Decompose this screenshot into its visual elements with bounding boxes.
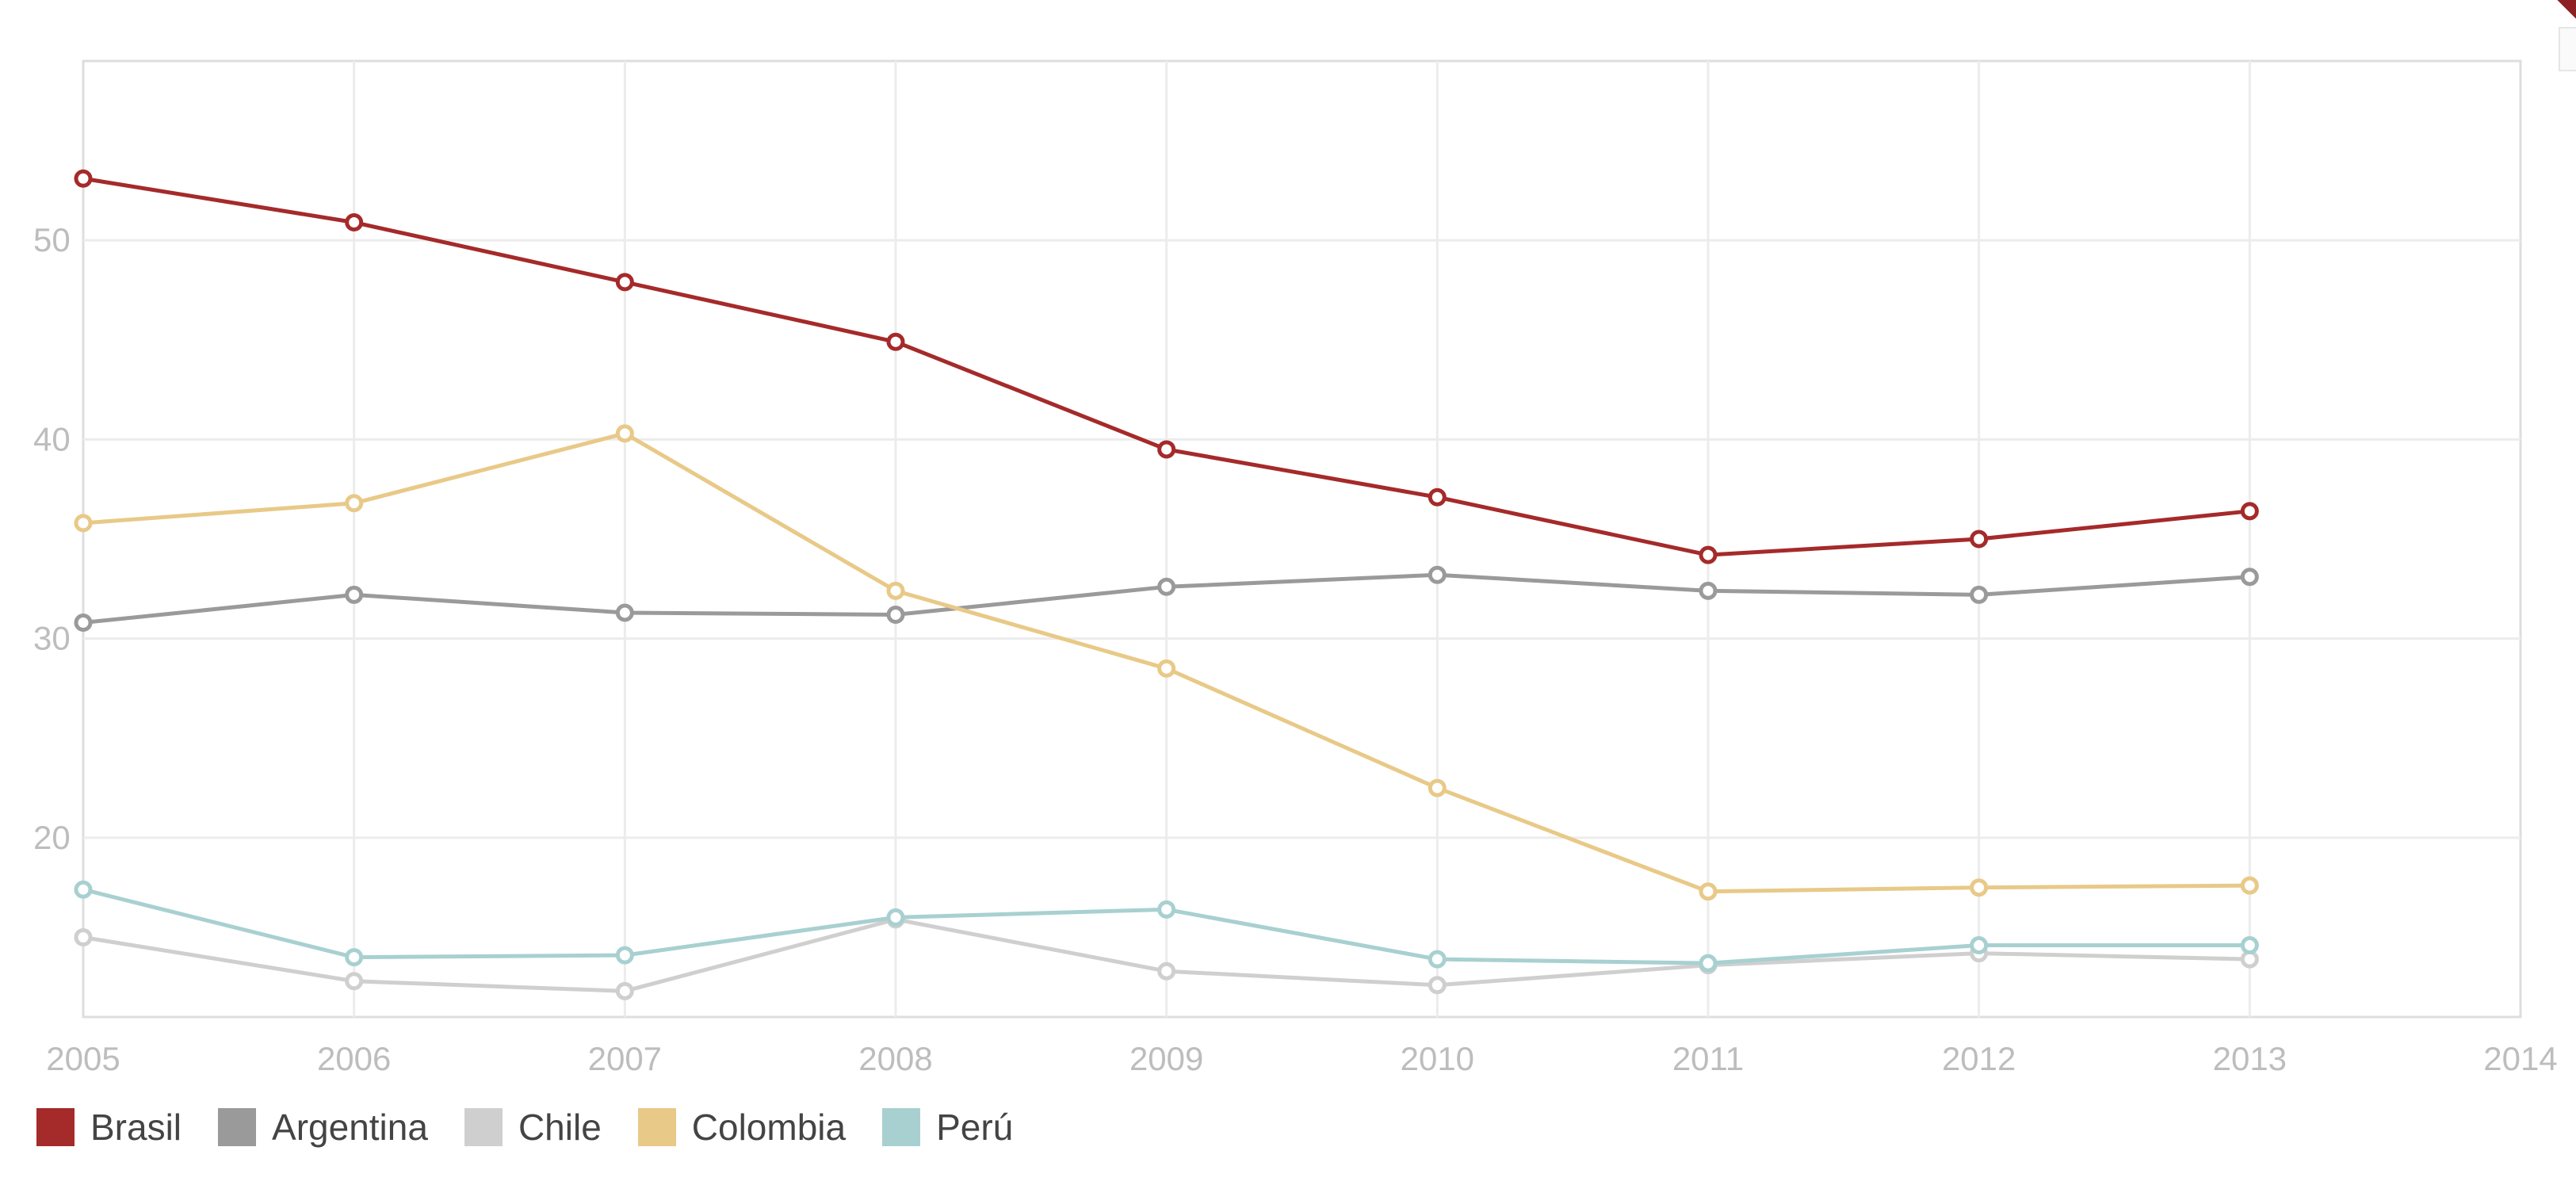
plot-area [82,59,2522,1019]
data-point-argentina-2008[interactable] [886,605,905,624]
series-colombia [74,424,2259,901]
data-point-colombia-2013[interactable] [2240,876,2259,895]
data-point-colombia-2008[interactable] [886,581,905,600]
data-point-per-2005[interactable] [74,880,93,899]
data-point-per-2010[interactable] [1428,950,1447,969]
data-point-per-2006[interactable] [345,948,364,967]
data-point-argentina-2006[interactable] [345,585,364,604]
export-tab[interactable] [2559,27,2576,71]
legend-label-peru: Perú [936,1107,1014,1148]
y-tick-label: 50 [33,221,71,258]
x-tick-label: 2008 [858,1040,932,1077]
data-point-brasil-2008[interactable] [886,332,905,351]
legend-item-argentina[interactable]: Argentina [218,1106,428,1149]
x-tick-label: 2006 [317,1040,391,1077]
data-point-colombia-2010[interactable] [1428,778,1447,797]
data-point-brasil-2013[interactable] [2240,502,2259,521]
data-point-per-2011[interactable] [1699,954,1718,973]
series-argentina [74,565,2259,633]
data-point-argentina-2013[interactable] [2240,568,2259,587]
x-tick-label: 2012 [1942,1040,2016,1077]
legend-item-brasil[interactable]: Brasil [36,1106,182,1149]
data-point-argentina-2012[interactable] [1970,585,1989,604]
legend-swatch-peru [882,1108,921,1146]
data-point-brasil-2011[interactable] [1699,545,1718,564]
data-point-colombia-2007[interactable] [615,424,634,443]
data-point-colombia-2012[interactable] [1970,878,1989,897]
legend-label-colombia: Colombia [691,1107,847,1148]
legend-item-peru[interactable]: Perú [882,1106,1013,1149]
data-point-per-2013[interactable] [2240,936,2259,955]
data-point-chile-2009[interactable] [1157,962,1176,981]
series-layer [74,169,2259,1000]
data-point-chile-2006[interactable] [345,972,364,991]
data-point-argentina-2007[interactable] [615,603,634,622]
y-tick-label: 40 [33,420,71,457]
data-point-brasil-2007[interactable] [615,273,634,292]
legend-swatch-brasil [36,1108,75,1146]
data-point-brasil-2006[interactable] [345,213,364,232]
data-point-brasil-2009[interactable] [1157,440,1176,459]
data-point-colombia-2011[interactable] [1699,882,1718,901]
legend-swatch-argentina [218,1108,257,1146]
data-point-chile-2005[interactable] [74,928,93,946]
data-point-chile-2010[interactable] [1428,976,1447,995]
y-tick-label: 20 [33,819,71,856]
data-point-colombia-2005[interactable] [74,514,93,533]
data-point-per-2007[interactable] [615,946,634,965]
axis-layer: 2005 2006 2007 2008 2009 2010 2011 2012 2013 2014… [33,221,2558,1077]
x-tick-label: 2013 [2213,1040,2287,1077]
x-tick-label: 2014 [2483,1040,2557,1077]
data-point-argentina-2011[interactable] [1699,581,1718,600]
legend-swatch-chile [464,1108,503,1146]
data-point-chile-2007[interactable] [615,981,634,1000]
series-per [74,880,2259,973]
legend-label-brasil: Brasil [90,1107,182,1148]
grid-layer [83,61,2521,1017]
data-point-argentina-2010[interactable] [1428,565,1447,584]
x-tick-label: 2007 [588,1040,662,1077]
legend: Brasil Argentina Chile Colombia Perú [36,1102,1013,1153]
series-brasil [74,169,2259,564]
legend-swatch-colombia [637,1108,676,1146]
data-point-brasil-2005[interactable] [74,169,93,188]
y-tick-label: 30 [33,620,71,657]
x-tick-label: 2005 [46,1040,120,1077]
data-point-per-2012[interactable] [1970,936,1989,955]
x-tick-label: 2011 [1672,1040,1744,1077]
data-point-per-2008[interactable] [886,908,905,927]
data-point-colombia-2006[interactable] [345,494,364,513]
data-point-per-2009[interactable] [1157,900,1176,919]
x-tick-label: 2010 [1401,1040,1474,1077]
data-point-argentina-2005[interactable] [74,614,93,633]
legend-item-chile[interactable]: Chile [464,1106,602,1149]
data-point-brasil-2012[interactable] [1970,530,1989,549]
corner-decoration [2555,0,2576,21]
legend-label-argentina: Argentina [272,1107,428,1148]
x-tick-label: 2009 [1129,1040,1203,1077]
data-point-colombia-2009[interactable] [1157,659,1176,678]
data-point-brasil-2010[interactable] [1428,487,1447,507]
data-point-argentina-2009[interactable] [1157,577,1176,596]
legend-label-chile: Chile [518,1107,602,1148]
legend-item-colombia[interactable]: Colombia [637,1106,847,1149]
